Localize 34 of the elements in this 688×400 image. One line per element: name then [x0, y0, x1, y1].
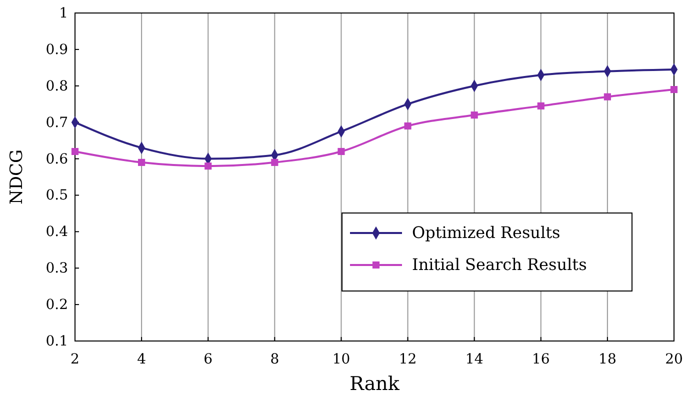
point [670, 86, 678, 94]
y-tick-label: 0.5 [46, 188, 68, 204]
x-tick-label: 20 [665, 351, 683, 368]
point [338, 148, 345, 156]
x-tick-label: 14 [465, 351, 484, 368]
y-tick-label: 0.9 [46, 42, 68, 58]
x-axis-title: Rank [350, 373, 400, 395]
point [71, 148, 79, 156]
point [470, 112, 478, 119]
x-tick-label: 6 [204, 351, 213, 368]
y-tick-label: 0.8 [46, 78, 68, 94]
point [271, 158, 278, 166]
point [604, 93, 611, 100]
x-tick-label: 4 [137, 351, 146, 368]
x-tick-label: 2 [70, 351, 80, 368]
legend-label: Initial Search Results [412, 255, 587, 274]
legend-label: Optimized Results [412, 223, 560, 242]
x-tick-label: 18 [598, 351, 616, 368]
y-tick-label: 0.4 [46, 224, 68, 240]
y-tick-label: 0.3 [46, 260, 68, 277]
y-tick-label: 0.7 [46, 114, 68, 131]
x-tick-label: 12 [398, 351, 417, 368]
y-tick-label: 0.2 [46, 297, 68, 314]
y-axis-title: NDCG [7, 149, 27, 205]
x-tick-label: 10 [332, 351, 350, 368]
point [404, 122, 412, 130]
point [138, 158, 146, 166]
y-tick-label: 0.1 [46, 333, 68, 350]
y-tick-label: 0.6 [46, 151, 68, 168]
x-tick-label: 8 [270, 351, 280, 368]
point [204, 162, 212, 170]
point [537, 102, 544, 110]
y-tick-label: 1 [59, 5, 68, 22]
x-tick-label: 16 [532, 351, 550, 368]
